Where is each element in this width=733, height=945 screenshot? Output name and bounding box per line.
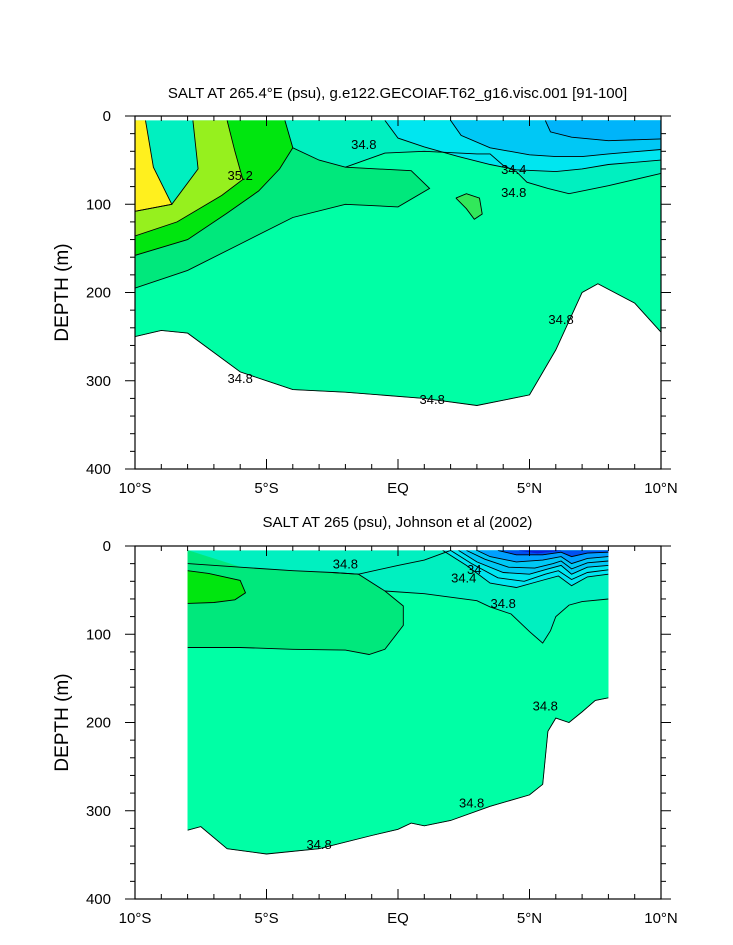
contour-line — [135, 120, 244, 237]
x-tick-label: 5°N — [517, 910, 542, 927]
x-tick-label: 10°N — [644, 480, 678, 497]
contour-line — [135, 120, 431, 289]
y-tick-label: 200 — [86, 715, 111, 732]
y-tick-label: 100 — [86, 196, 111, 213]
contour-line — [187, 563, 404, 655]
contour-line — [466, 550, 609, 570]
y-axis-title: DEPTH (m) — [52, 243, 73, 341]
y-tick-label: 100 — [86, 626, 111, 643]
contour-line — [458, 550, 609, 575]
contour-line — [187, 697, 609, 855]
contour-line — [497, 550, 609, 558]
y-tick-label: 400 — [86, 891, 111, 908]
contour-field — [187, 550, 609, 855]
contour-label: 34.8 — [533, 699, 558, 714]
contour-line — [476, 550, 609, 565]
contour-label: 34.8 — [501, 185, 526, 200]
contour-line — [450, 550, 609, 582]
x-tick-label: 10°S — [119, 480, 152, 497]
contour-line — [135, 283, 661, 406]
x-tick-label: 5°S — [254, 910, 278, 927]
x-tick-label: EQ — [387, 480, 409, 497]
contour-line — [135, 147, 294, 256]
contour-label: 35.2 — [228, 168, 253, 183]
panel-title: SALT AT 265.4°E (psu), g.e122.GECOIAF.T6… — [168, 85, 627, 102]
contour-label: 34.8 — [333, 557, 358, 572]
panel-model-salinity: SALT AT 265.4°E (psu), g.e122.GECOIAF.T6… — [52, 85, 678, 497]
contour-line — [384, 120, 661, 173]
contour-label: 34 — [467, 562, 481, 577]
y-tick-label: 300 — [86, 373, 111, 390]
contour-line — [442, 550, 609, 588]
contour-line — [450, 120, 661, 158]
contour-label: 34.8 — [228, 371, 253, 386]
x-tick-label: 10°S — [119, 910, 152, 927]
y-tick-label: 200 — [86, 285, 111, 302]
contour-label: 34.4 — [451, 571, 476, 586]
contour-label: 34.8 — [306, 837, 331, 852]
panel-title: SALT AT 265 (psu), Johnson et al (2002) — [263, 514, 533, 531]
x-tick-label: 5°S — [254, 480, 278, 497]
contour-line — [455, 193, 483, 220]
y-axis-title: DEPTH (m) — [52, 673, 73, 771]
y-tick-label: 400 — [86, 461, 111, 478]
y-tick-label: 0 — [103, 538, 111, 555]
contour-label: 34.8 — [491, 596, 516, 611]
contour-label: 34.8 — [351, 137, 376, 152]
contour-line — [384, 590, 609, 644]
y-tick-label: 300 — [86, 803, 111, 820]
contour-label: 34.8 — [548, 312, 573, 327]
x-tick-label: 5°N — [517, 480, 542, 497]
contour-line — [332, 550, 451, 575]
contour-line — [187, 570, 247, 604]
contour-line — [135, 120, 173, 212]
x-tick-label: EQ — [387, 910, 409, 927]
x-tick-label: 10°N — [644, 910, 678, 927]
contour-label: 34.4 — [501, 162, 526, 177]
contour-field — [135, 120, 661, 406]
contour-label: 34.8 — [459, 796, 484, 811]
y-tick-label: 0 — [103, 108, 111, 125]
contour-label: 34.8 — [420, 392, 445, 407]
contour-line — [544, 120, 661, 142]
panel-observed-salinity: SALT AT 265 (psu), Johnson et al (2002) … — [52, 514, 678, 927]
